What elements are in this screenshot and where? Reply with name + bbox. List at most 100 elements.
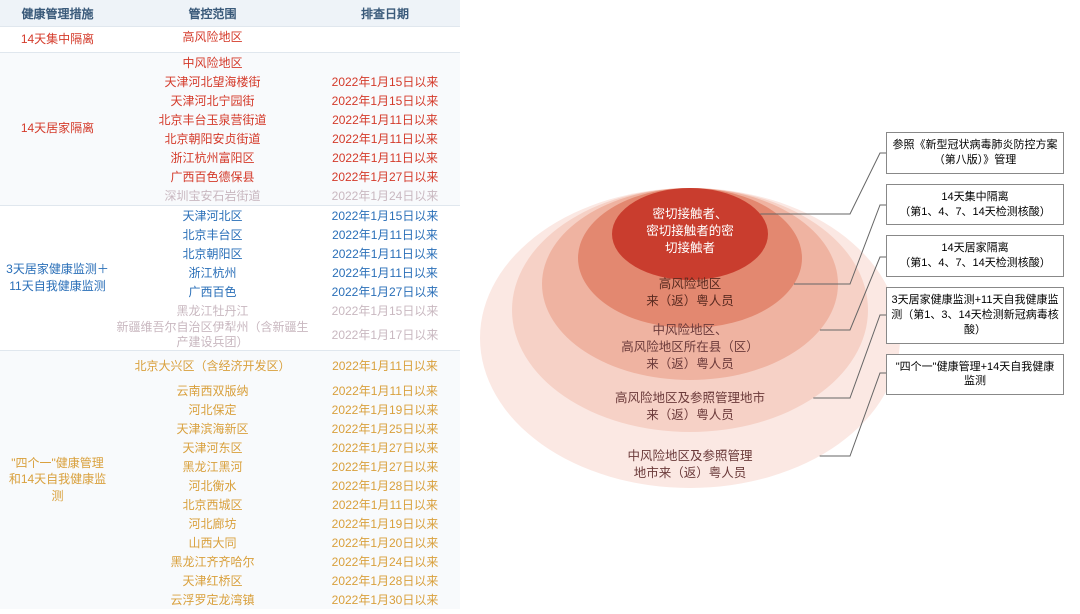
management-table: 健康管理措施 管控范围 排查日期 14天集中隔离高风险地区14天居家隔离中风险地… bbox=[0, 0, 460, 614]
table-row: 新疆维吾尔自治区伊犁州（含新疆生产建设兵团）2022年1月17日以来 bbox=[115, 320, 460, 350]
callout-box: 3天居家健康监测+11天自我健康监测（第1、3、14天检测新冠病毒核酸） bbox=[886, 287, 1064, 344]
date-cell: 2022年1月11日以来 bbox=[310, 496, 460, 513]
date-cell: 2022年1月19日以来 bbox=[310, 515, 460, 532]
scope-cell: 广西百色 bbox=[115, 283, 310, 300]
ellipse-label: 密切接触者、密切接触者的密切接触者 bbox=[480, 206, 900, 257]
scope-cell: 北京西城区 bbox=[115, 496, 310, 513]
table-section: 3天居家健康监测＋11天自我健康监测天津河北区2022年1月15日以来北京丰台区… bbox=[0, 205, 460, 350]
date-cell: 2022年1月11日以来 bbox=[310, 357, 460, 374]
table-row: 天津河北区2022年1月15日以来 bbox=[115, 206, 460, 225]
scope-cell: 北京丰台区 bbox=[115, 226, 310, 243]
table-row: 浙江杭州2022年1月11日以来 bbox=[115, 263, 460, 282]
scope-cell: 浙江杭州富阳区 bbox=[115, 149, 310, 166]
rows-cell: 中风险地区天津河北望海楼街2022年1月15日以来天津河北宁园街2022年1月1… bbox=[115, 53, 460, 205]
header-scope: 管控范围 bbox=[115, 5, 310, 22]
date-cell: 2022年1月11日以来 bbox=[310, 111, 460, 128]
date-cell: 2022年1月27日以来 bbox=[310, 283, 460, 300]
table-row: 天津河北望海楼街2022年1月15日以来 bbox=[115, 72, 460, 91]
table-row: 黑龙江黑河2022年1月27日以来 bbox=[115, 457, 460, 476]
date-cell: 2022年1月19日以来 bbox=[310, 401, 460, 418]
scope-cell: 河北廊坊 bbox=[115, 515, 310, 532]
table-row: 黑龙江齐齐哈尔2022年1月24日以来 bbox=[115, 552, 460, 571]
measure-cell: "四个一"健康管理和14天自我健康监测 bbox=[0, 351, 115, 609]
ellipse-label: 高风险地区来（返）粤人员 bbox=[480, 276, 900, 310]
table-row: 云浮罗定龙湾镇2022年1月30日以来 bbox=[115, 590, 460, 609]
rows-cell: 高风险地区 bbox=[115, 27, 460, 52]
table-row: 浙江杭州富阳区2022年1月11日以来 bbox=[115, 148, 460, 167]
date-cell: 2022年1月25日以来 bbox=[310, 420, 460, 437]
table-row: 北京大兴区（含经济开发区）2022年1月11日以来 bbox=[115, 351, 460, 381]
date-cell: 2022年1月15日以来 bbox=[310, 207, 460, 224]
header-date: 排查日期 bbox=[310, 5, 460, 22]
table-row: 河北保定2022年1月19日以来 bbox=[115, 400, 460, 419]
scope-cell: 新疆维吾尔自治区伊犁州（含新疆生产建设兵团） bbox=[115, 320, 310, 349]
callout-column: 参照《新型冠状病毒肺炎防控方案（第八版）》管理14天集中隔离（第1、4、7、14… bbox=[886, 132, 1064, 405]
scope-cell: 云南西双版纳 bbox=[115, 382, 310, 399]
scope-cell: 天津河北区 bbox=[115, 207, 310, 224]
scope-cell: 北京朝阳安贞街道 bbox=[115, 130, 310, 147]
table-row: 天津河东区2022年1月27日以来 bbox=[115, 438, 460, 457]
table-row: 广西百色德保县2022年1月27日以来 bbox=[115, 167, 460, 186]
scope-cell: 河北保定 bbox=[115, 401, 310, 418]
date-cell: 2022年1月15日以来 bbox=[310, 92, 460, 109]
date-cell: 2022年1月11日以来 bbox=[310, 264, 460, 281]
table-section: 14天集中隔离高风险地区 bbox=[0, 26, 460, 52]
concentric-ellipses: 中风险地区及参照管理地市来（返）粤人员高风险地区及参照管理地市来（返）粤人员 中风… bbox=[480, 130, 900, 510]
date-cell: 2022年1月11日以来 bbox=[310, 149, 460, 166]
table-row: 黑龙江牡丹江2022年1月15日以来 bbox=[115, 301, 460, 320]
scope-cell: 深圳宝安石岩街道 bbox=[115, 187, 310, 204]
ellipse-label: 高风险地区及参照管理地市来（返）粤人员 bbox=[480, 390, 900, 424]
scope-cell: 中风险地区 bbox=[115, 54, 310, 71]
table-row: 天津滨海新区2022年1月25日以来 bbox=[115, 419, 460, 438]
scope-cell: 河北衡水 bbox=[115, 477, 310, 494]
table-body: 14天集中隔离高风险地区14天居家隔离中风险地区天津河北望海楼街2022年1月1… bbox=[0, 26, 460, 609]
date-cell: 2022年1月11日以来 bbox=[310, 226, 460, 243]
scope-cell: 天津河北望海楼街 bbox=[115, 73, 310, 90]
scope-cell: 天津河东区 bbox=[115, 439, 310, 456]
scope-cell: 广西百色德保县 bbox=[115, 168, 310, 185]
table-row: 北京丰台玉泉营街道2022年1月11日以来 bbox=[115, 110, 460, 129]
callout-box: 14天居家隔离（第1、4、7、14天检测核酸） bbox=[886, 235, 1064, 277]
table-row: 河北衡水2022年1月28日以来 bbox=[115, 476, 460, 495]
table-row: 北京丰台区2022年1月11日以来 bbox=[115, 225, 460, 244]
table-row: 天津河北宁园街2022年1月15日以来 bbox=[115, 91, 460, 110]
scope-cell: 黑龙江牡丹江 bbox=[115, 302, 310, 319]
date-cell: 2022年1月27日以来 bbox=[310, 439, 460, 456]
date-cell: 2022年1月11日以来 bbox=[310, 245, 460, 262]
table-row: 北京朝阳安贞街道2022年1月11日以来 bbox=[115, 129, 460, 148]
date-cell: 2022年1月28日以来 bbox=[310, 477, 460, 494]
table-row: 高风险地区 bbox=[115, 27, 460, 46]
header-measure: 健康管理措施 bbox=[0, 5, 115, 22]
scope-cell: 云浮罗定龙湾镇 bbox=[115, 591, 310, 608]
risk-diagram-panel: 中风险地区及参照管理地市来（返）粤人员高风险地区及参照管理地市来（返）粤人员 中风… bbox=[460, 0, 1080, 614]
date-cell: 2022年1月15日以来 bbox=[310, 302, 460, 319]
date-cell: 2022年1月27日以来 bbox=[310, 168, 460, 185]
ellipse-label: 中风险地区及参照管理地市来（返）粤人员 bbox=[480, 448, 900, 482]
ellipse-label: 中风险地区、高风险地区所在县（区）来（返）粤人员 bbox=[480, 322, 900, 373]
measure-cell: 14天集中隔离 bbox=[0, 27, 115, 52]
table-row: 深圳宝安石岩街道2022年1月24日以来 bbox=[115, 186, 460, 205]
scope-cell: 北京大兴区（含经济开发区） bbox=[115, 359, 310, 373]
scope-cell: 山西大同 bbox=[115, 534, 310, 551]
scope-cell: 高风险地区 bbox=[115, 28, 310, 45]
table-header-row: 健康管理措施 管控范围 排查日期 bbox=[0, 0, 460, 26]
table-row: 山西大同2022年1月20日以来 bbox=[115, 533, 460, 552]
measure-cell: 3天居家健康监测＋11天自我健康监测 bbox=[0, 206, 115, 350]
date-cell: 2022年1月15日以来 bbox=[310, 73, 460, 90]
scope-cell: 天津河北宁园街 bbox=[115, 92, 310, 109]
table-row: 天津红桥区2022年1月28日以来 bbox=[115, 571, 460, 590]
scope-cell: 天津滨海新区 bbox=[115, 420, 310, 437]
callout-box: 参照《新型冠状病毒肺炎防控方案（第八版）》管理 bbox=[886, 132, 1064, 174]
table-row: 北京西城区2022年1月11日以来 bbox=[115, 495, 460, 514]
scope-cell: 浙江杭州 bbox=[115, 264, 310, 281]
scope-cell: 黑龙江齐齐哈尔 bbox=[115, 553, 310, 570]
date-cell: 2022年1月24日以来 bbox=[310, 187, 460, 204]
scope-cell: 黑龙江黑河 bbox=[115, 458, 310, 475]
table-row: 广西百色2022年1月27日以来 bbox=[115, 282, 460, 301]
rows-cell: 天津河北区2022年1月15日以来北京丰台区2022年1月11日以来北京朝阳区2… bbox=[115, 206, 460, 350]
date-cell: 2022年1月17日以来 bbox=[310, 326, 460, 343]
table-section: "四个一"健康管理和14天自我健康监测北京大兴区（含经济开发区）2022年1月1… bbox=[0, 350, 460, 609]
scope-cell: 北京丰台玉泉营街道 bbox=[115, 111, 310, 128]
measure-cell: 14天居家隔离 bbox=[0, 53, 115, 205]
date-cell: 2022年1月11日以来 bbox=[310, 382, 460, 399]
